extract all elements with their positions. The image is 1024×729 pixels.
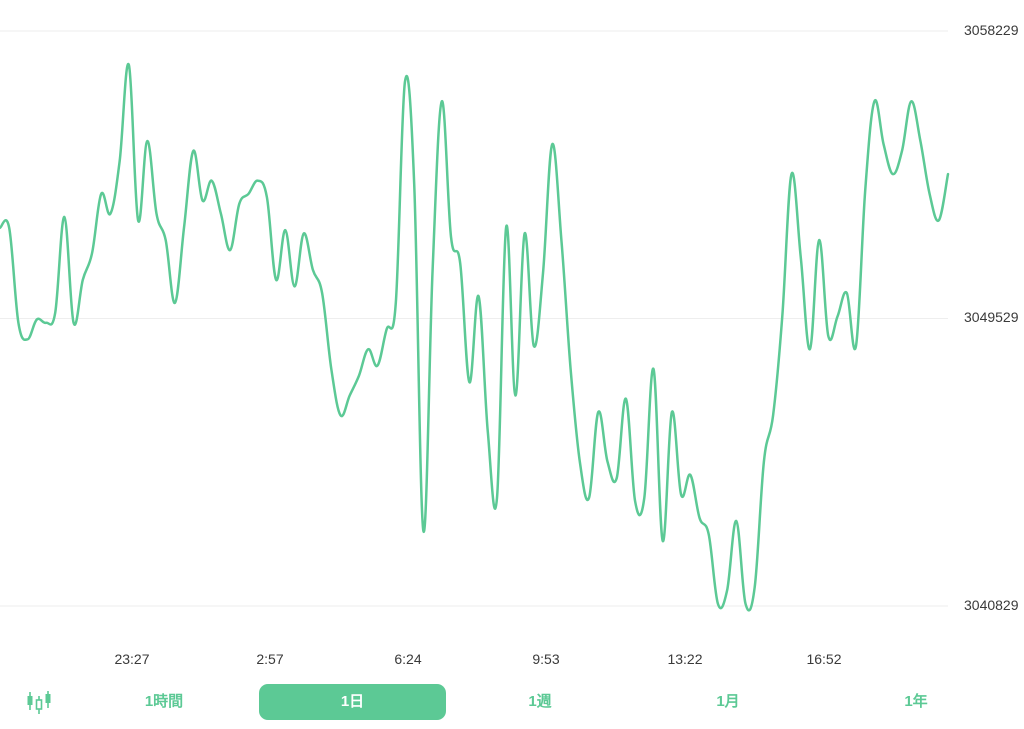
tab-1-month[interactable]: 1月 <box>716 693 740 710</box>
chart-grid <box>0 30 948 607</box>
y-tick-label-top: 3058229 <box>964 22 1019 38</box>
y-tick-label-middle: 3049529 <box>964 309 1019 325</box>
candlestick-chart-icon <box>27 691 51 714</box>
tab-1-day[interactable]: 1日 <box>259 684 446 720</box>
x-tick-label: 23:27 <box>114 651 149 667</box>
x-tick-label: 13:22 <box>667 651 702 667</box>
candlestick-toggle-button[interactable] <box>24 688 56 718</box>
tab-1-hour[interactable]: 1時間 <box>144 693 184 710</box>
y-tick-label-bottom: 3040829 <box>964 597 1019 613</box>
tab-1-year[interactable]: 1年 <box>904 693 928 710</box>
x-tick-label: 16:52 <box>806 651 841 667</box>
timeframe-tabs: 1時間 1日 1週 1月 1年 <box>0 684 1024 722</box>
x-tick-label: 9:53 <box>532 651 559 667</box>
series-line <box>0 62 950 612</box>
x-tick-label: 6:24 <box>394 651 421 667</box>
tab-1-week[interactable]: 1週 <box>528 693 552 710</box>
x-tick-label: 2:57 <box>256 651 283 667</box>
price-chart: 3058229 3049529 3040829 23:27 2:57 6:24 … <box>0 22 1019 667</box>
